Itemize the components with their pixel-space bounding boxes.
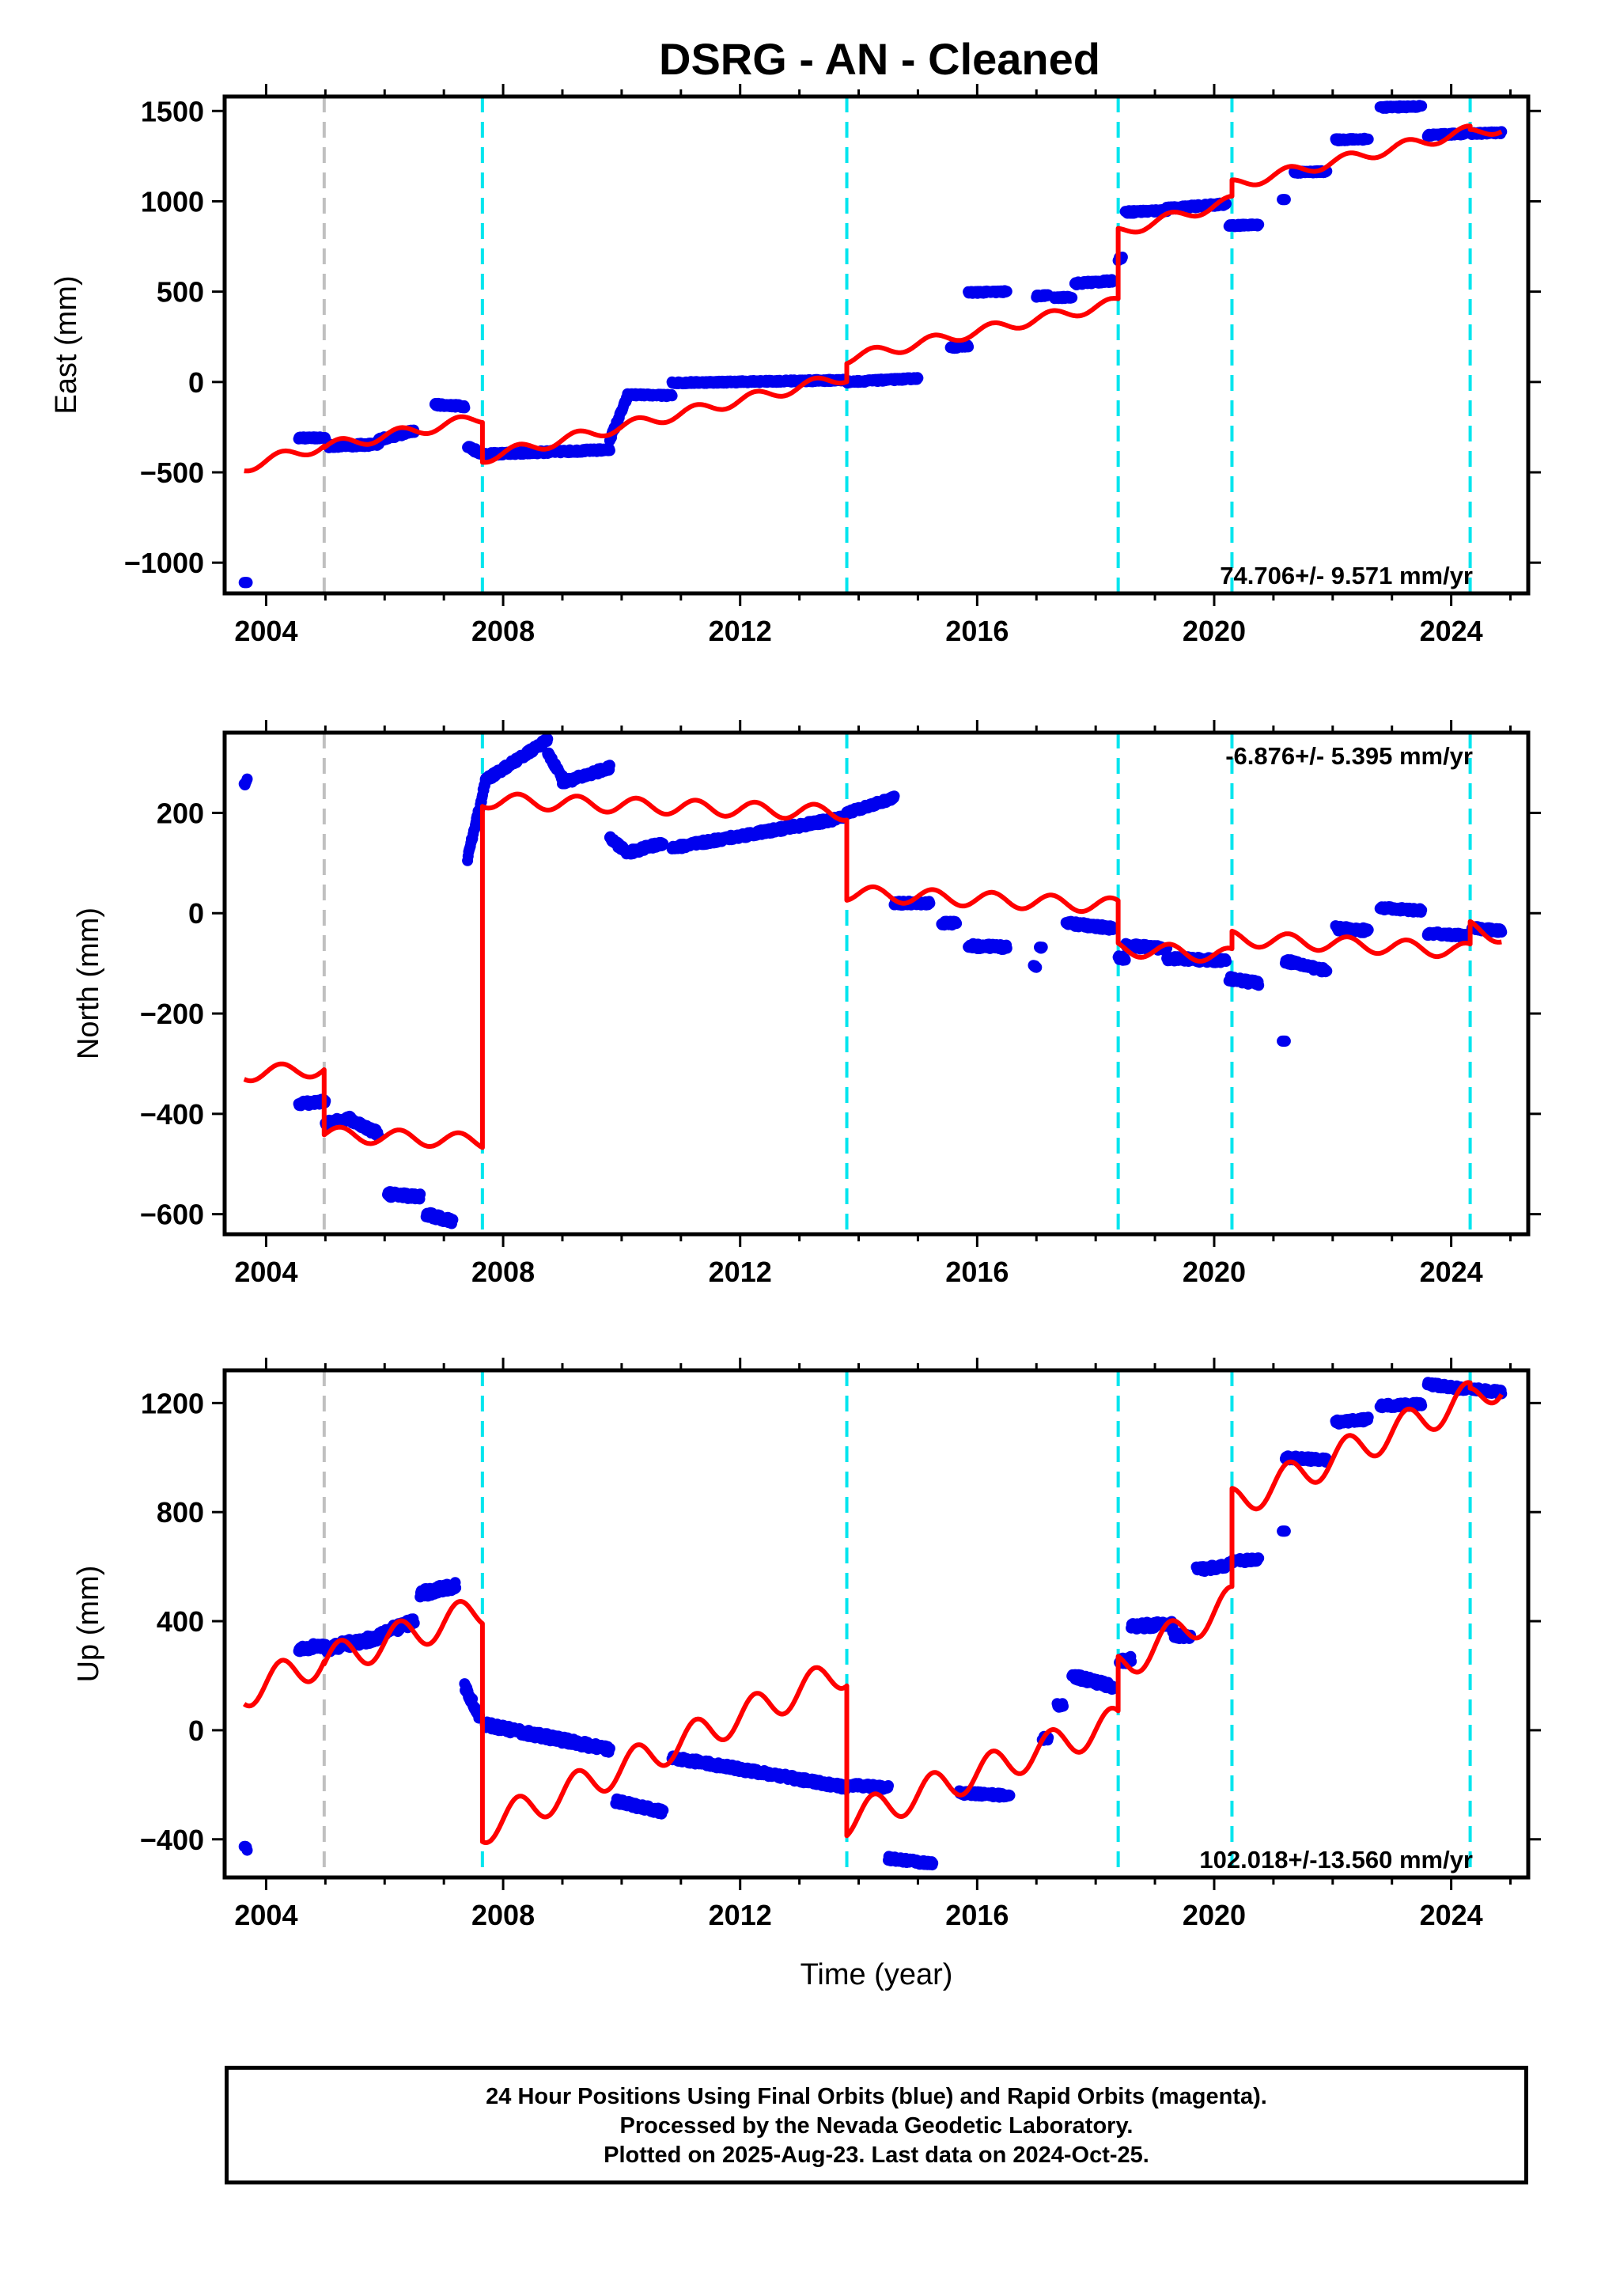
north-y-tick-label--400: −400 (140, 1098, 204, 1131)
east-x-tick-label-2020: 2020 (1183, 615, 1246, 647)
east-model-line (243, 123, 1504, 474)
chart-title: DSRG - AN - Cleaned (659, 34, 1100, 84)
panel-north: 2004 2008 2012 2016 2020 2024 −600 −400 −200 0 200… (72, 720, 1541, 1288)
east-x-tick-label-2004: 2004 (234, 615, 297, 647)
up-point-632 (657, 1805, 669, 1817)
north-point-1204 (1031, 961, 1043, 973)
north-point-1557 (1279, 1035, 1291, 1047)
north-point-4 (241, 773, 253, 785)
north-y-tick-label-200: 200 (157, 797, 204, 829)
north-point-411 (542, 733, 554, 744)
east-x-tick-label-2016: 2016 (945, 615, 1009, 647)
east-point-1572 (1253, 218, 1265, 230)
up-point-544 (604, 1743, 615, 1754)
north-x-tick-label-2016: 2016 (945, 1256, 1009, 1288)
north-x-tick-label-2020: 2020 (1183, 1256, 1246, 1288)
north-point-1310 (1119, 954, 1131, 966)
east-y-tick-label--1000: −1000 (124, 547, 204, 579)
north-point-1497 (1221, 956, 1232, 968)
north-plot-area (238, 733, 1508, 1234)
east-x-tick-label-2008: 2008 (471, 615, 535, 647)
east-point-1124 (963, 341, 975, 353)
east-y-tick-label-0: 0 (188, 366, 204, 399)
east-y-tick-label-1500: 1500 (141, 95, 204, 127)
east-y-axis-label: East (mm) (50, 275, 83, 414)
panel-east: 2004 2008 2012 2016 2020 2024 −1000 −500 0 500 100… (50, 84, 1541, 647)
east-y-tick-label-500: 500 (157, 276, 204, 309)
east-point-1577 (1279, 194, 1291, 206)
north-point-1209 (1036, 942, 1048, 953)
north-point-1771 (1416, 904, 1428, 916)
north-point-1033 (888, 790, 900, 802)
north-point-1634 (1321, 965, 1333, 977)
north-x-tick-label-2004: 2004 (234, 1256, 297, 1288)
east-y-tick-label--500: −500 (140, 457, 204, 489)
north-y-tick-label--200: −200 (140, 998, 204, 1030)
up-plot-area (238, 1370, 1508, 1877)
north-x-tick-label-2012: 2012 (709, 1256, 772, 1288)
east-point-269 (459, 402, 471, 414)
north-point-1199 (1001, 942, 1012, 954)
east-point-4 (241, 577, 253, 589)
east-point-1775 (1416, 100, 1428, 112)
east-point-1698 (1362, 133, 1374, 145)
east-plot-area (238, 97, 1508, 593)
panel-up: 2004 2008 2012 2016 2020 2024−40004008001200U… (72, 1358, 1541, 1931)
north-point-1694 (1362, 924, 1374, 936)
east-point-524 (604, 445, 615, 457)
up-point-285 (450, 1582, 462, 1593)
east-point-1091 (912, 372, 924, 384)
north-point-263 (447, 1214, 459, 1226)
north-y-tick-label-0: 0 (188, 897, 204, 930)
east-rate-label: 74.706+/- 9.571 mm/yr (1220, 562, 1473, 589)
east-point-640 (666, 390, 678, 402)
north-point-1552 (1253, 979, 1265, 991)
north-rate-label: -6.876+/- 5.395 mm/yr (1225, 742, 1473, 770)
east-point-1251 (1066, 292, 1078, 304)
north-y-tick-label--600: −600 (140, 1199, 204, 1231)
north-point-527 (604, 760, 615, 771)
north-point-1127 (951, 918, 963, 930)
north-point-1099 (924, 897, 936, 909)
north-x-tick-label-2008: 2008 (471, 1256, 535, 1288)
east-x-tick-label-2012: 2012 (709, 615, 772, 647)
north-point-626 (657, 838, 669, 850)
north-point-1898 (1496, 926, 1508, 938)
panels: 2004 2008 2012 2016 2020 2024 −1000 −500 0 500 100… (50, 84, 1541, 1931)
east-frame (222, 94, 1531, 596)
north-y-axis-label: North (mm) (72, 907, 105, 1059)
east-y-tick-label-1000: 1000 (141, 185, 204, 218)
north-point-213 (414, 1188, 426, 1200)
east-point-1196 (1001, 286, 1012, 297)
north-observations (238, 733, 1508, 1229)
north-x-tick-label-2024: 2024 (1420, 1256, 1483, 1288)
east-x-tick-label-2024: 2024 (1420, 615, 1483, 647)
up-point-4 (241, 1844, 253, 1856)
